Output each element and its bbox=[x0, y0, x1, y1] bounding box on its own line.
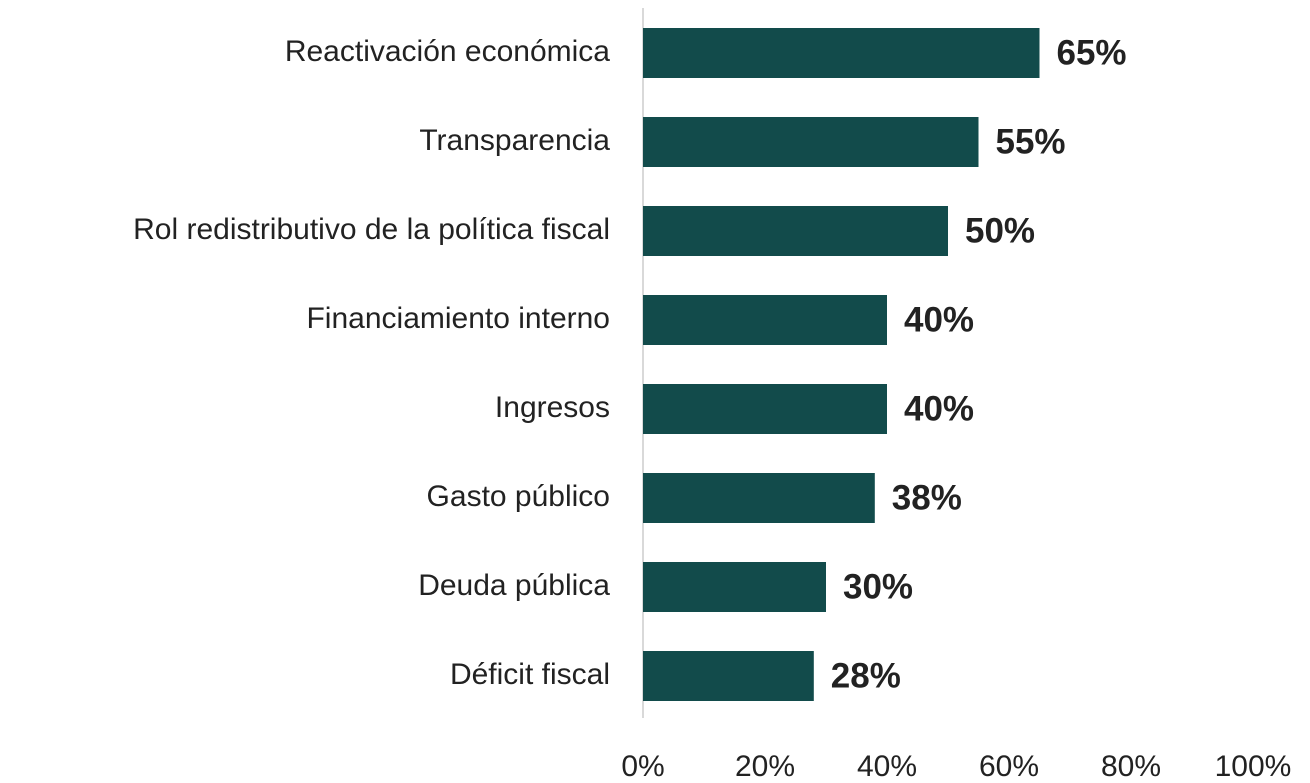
category-label: Transparencia bbox=[419, 124, 610, 157]
bar bbox=[643, 295, 887, 345]
data-label: 50% bbox=[965, 211, 1035, 250]
data-label: 55% bbox=[996, 122, 1066, 161]
x-tick-label: 20% bbox=[735, 750, 795, 783]
data-label: 30% bbox=[843, 567, 913, 606]
x-tick-label: 0% bbox=[621, 750, 664, 783]
bar bbox=[643, 206, 948, 256]
data-label: 40% bbox=[904, 300, 974, 339]
bar bbox=[643, 651, 814, 701]
data-label: 65% bbox=[1057, 33, 1127, 72]
category-label: Déficit fiscal bbox=[450, 658, 610, 691]
x-tick-label: 40% bbox=[857, 750, 917, 783]
data-label: 40% bbox=[904, 389, 974, 428]
bar bbox=[643, 117, 979, 167]
data-label: 28% bbox=[831, 656, 901, 695]
x-tick-label: 60% bbox=[979, 750, 1039, 783]
bar bbox=[643, 473, 875, 523]
bar bbox=[643, 28, 1040, 78]
bar bbox=[643, 384, 887, 434]
category-label: Reactivación económica bbox=[285, 35, 610, 68]
x-tick-label: 100% bbox=[1215, 750, 1292, 783]
category-label: Ingresos bbox=[495, 391, 610, 424]
category-label: Gasto público bbox=[427, 480, 610, 513]
category-label: Financiamiento interno bbox=[306, 302, 610, 335]
category-label: Deuda pública bbox=[418, 569, 610, 602]
data-label: 38% bbox=[892, 478, 962, 517]
category-label: Rol redistributivo de la política fiscal bbox=[133, 213, 610, 246]
bar bbox=[643, 562, 826, 612]
x-tick-label: 80% bbox=[1101, 750, 1161, 783]
